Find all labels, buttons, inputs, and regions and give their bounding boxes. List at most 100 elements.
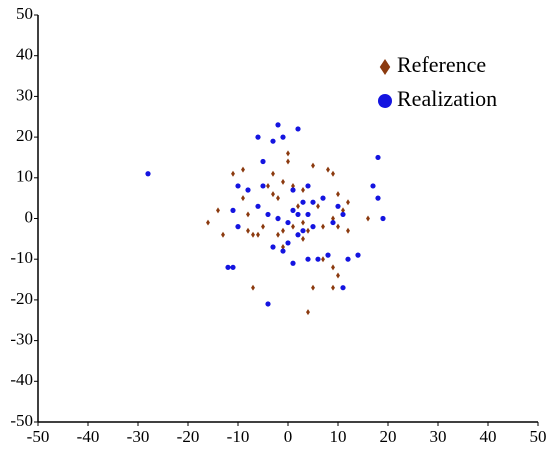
point — [241, 166, 245, 173]
y-tick-label: -20 — [10, 289, 33, 308]
point — [256, 231, 260, 238]
x-tick-label: -40 — [77, 427, 100, 446]
point — [270, 244, 276, 250]
point — [285, 219, 291, 226]
x-tick-label: 50 — [530, 427, 547, 446]
point — [246, 211, 250, 218]
point — [230, 207, 236, 213]
point — [241, 195, 245, 202]
point — [291, 223, 295, 230]
point — [145, 171, 151, 177]
point — [280, 134, 286, 140]
point — [296, 203, 300, 210]
point — [235, 183, 241, 189]
legend-label: Reference — [397, 52, 486, 77]
point — [305, 183, 311, 189]
point — [251, 284, 255, 291]
point — [345, 256, 351, 262]
point — [291, 182, 295, 189]
point — [295, 126, 301, 132]
point — [251, 231, 255, 238]
point — [290, 187, 296, 193]
point — [321, 256, 325, 263]
point — [380, 215, 386, 222]
point — [311, 284, 315, 291]
point — [281, 178, 285, 185]
point — [276, 231, 280, 238]
point — [276, 195, 280, 202]
point — [301, 235, 305, 242]
point — [255, 203, 261, 209]
point — [295, 232, 301, 238]
point — [310, 199, 316, 205]
point — [335, 203, 341, 209]
point — [306, 309, 310, 316]
point — [316, 203, 320, 210]
point — [266, 182, 270, 189]
point — [216, 207, 220, 214]
x-tick-label: -20 — [177, 427, 200, 446]
point — [290, 260, 296, 266]
point — [295, 211, 301, 218]
point — [231, 170, 235, 177]
point — [370, 183, 376, 189]
y-tick-label: -10 — [10, 248, 33, 267]
point — [280, 248, 286, 254]
y-tick-label: -30 — [10, 330, 33, 349]
y-tick-label: 40 — [16, 45, 33, 64]
point — [331, 284, 335, 291]
point — [265, 211, 271, 218]
point — [355, 252, 361, 258]
point — [281, 244, 285, 250]
point — [275, 122, 281, 128]
point — [255, 134, 261, 140]
point — [341, 207, 345, 214]
x-tick-label: 30 — [430, 427, 447, 446]
point — [225, 264, 231, 270]
y-tick-label: -50 — [10, 411, 33, 430]
point — [310, 224, 316, 230]
point — [340, 285, 346, 291]
point — [271, 191, 275, 198]
point — [221, 231, 225, 238]
y-tick-label: 50 — [16, 4, 33, 23]
point — [290, 207, 296, 213]
y-tick-label: 10 — [16, 167, 33, 186]
point — [286, 150, 290, 157]
point — [281, 227, 285, 234]
x-tick-label: 20 — [380, 427, 397, 446]
x-tick-label: -10 — [227, 427, 250, 446]
point — [331, 264, 335, 271]
legend-marker — [379, 58, 391, 76]
point — [346, 227, 350, 234]
point — [230, 264, 236, 270]
point — [311, 162, 315, 169]
point — [206, 219, 210, 226]
point — [265, 301, 271, 307]
point — [336, 272, 340, 279]
point — [245, 187, 251, 193]
point — [320, 195, 326, 201]
point — [336, 223, 340, 230]
x-tick-label: 10 — [330, 427, 347, 446]
x-tick-label: 0 — [284, 427, 293, 446]
point — [331, 170, 335, 177]
point — [305, 211, 311, 218]
point — [261, 223, 265, 230]
point — [285, 240, 291, 246]
y-tick-label: 30 — [16, 85, 33, 104]
point — [306, 227, 310, 234]
point — [286, 158, 290, 165]
point — [375, 195, 381, 201]
point — [300, 199, 306, 205]
point — [246, 227, 250, 234]
point — [275, 215, 281, 222]
x-tick-label: -50 — [27, 427, 50, 446]
point — [375, 154, 381, 161]
point — [270, 138, 276, 144]
y-tick-label: 0 — [25, 207, 34, 226]
y-tick-label: -40 — [10, 370, 33, 389]
point — [325, 252, 331, 258]
point — [301, 187, 305, 193]
